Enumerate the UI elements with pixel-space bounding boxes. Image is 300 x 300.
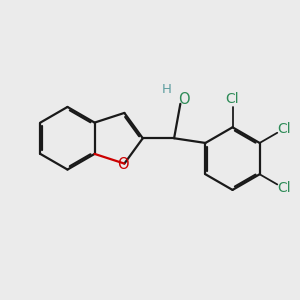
Text: O: O	[178, 92, 189, 106]
Text: Cl: Cl	[277, 182, 291, 195]
Text: Cl: Cl	[226, 92, 239, 106]
Text: H: H	[161, 83, 171, 96]
Text: Cl: Cl	[277, 122, 291, 136]
Text: O: O	[117, 157, 129, 172]
